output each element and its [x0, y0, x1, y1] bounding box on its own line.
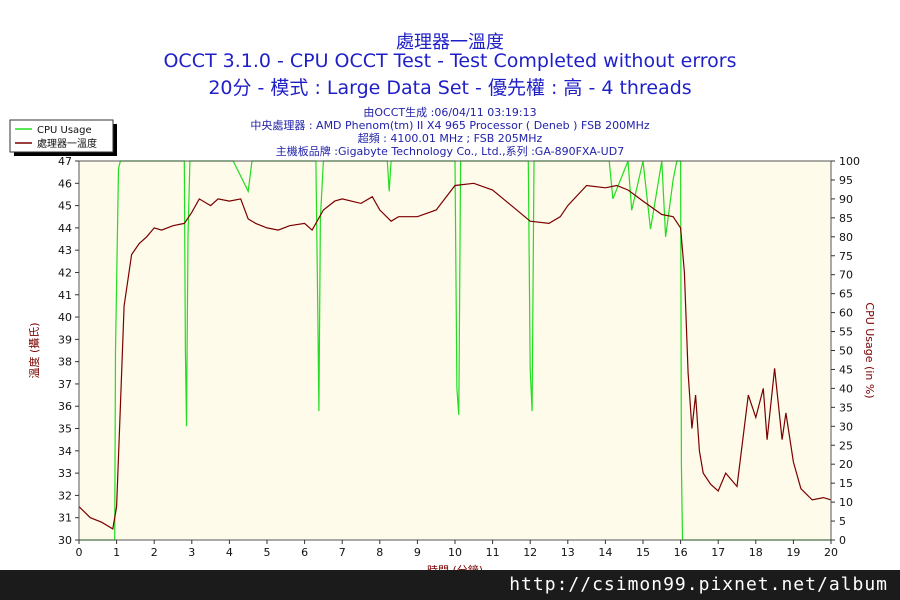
x-tick-label: 6 — [301, 546, 308, 559]
chart-title-line-1: 處理器一溫度 — [396, 32, 504, 53]
x-tick-label: 2 — [151, 546, 158, 559]
x-tick-label: 4 — [226, 546, 233, 559]
right-axis: 0 5 10 15 20 25 30 35 40 45 50 55 60 65 70 75 80 85 90 95 10… — [831, 155, 876, 547]
left-tick-label: 40 — [58, 311, 72, 324]
x-tick-label: 0 — [76, 546, 83, 559]
x-tick-label: 14 — [598, 546, 612, 559]
series-layer — [78, 160, 832, 541]
left-tick-label: 41 — [58, 289, 72, 302]
right-tick-label: 85 — [839, 212, 853, 225]
right-tick-label: 25 — [839, 439, 853, 452]
x-tick-label: 17 — [711, 546, 725, 559]
right-tick-label: 95 — [839, 174, 853, 187]
left-tick-label: 37 — [58, 378, 72, 391]
legend-label-2: 處理器一溫度 — [37, 137, 97, 150]
right-tick-label: 60 — [839, 307, 853, 320]
generated-info: 由OCCT生成 :06/04/11 03:19:13 — [363, 106, 537, 119]
x-tick-label: 7 — [339, 546, 346, 559]
series-line-1 — [79, 160, 831, 541]
right-tick-label: 70 — [839, 269, 853, 282]
left-tick-label: 38 — [58, 356, 72, 369]
left-tick-label: 32 — [58, 489, 72, 502]
left-tick-label: 39 — [58, 333, 72, 346]
left-tick-label: 33 — [58, 467, 72, 480]
right-tick-label: 45 — [839, 363, 853, 376]
right-tick-label: 5 — [839, 515, 846, 528]
right-tick-label: 40 — [839, 382, 853, 395]
x-tick-label: 10 — [448, 546, 462, 559]
left-tick-label: 31 — [58, 512, 72, 525]
chart-title-line-2: OCCT 3.1.0 - CPU OCCT Test - Test Comple… — [163, 50, 737, 72]
x-tick-label: 19 — [786, 546, 800, 559]
right-tick-label: 30 — [839, 420, 853, 433]
left-tick-label: 35 — [58, 423, 72, 436]
right-tick-label: 65 — [839, 288, 853, 301]
right-tick-label: 80 — [839, 231, 853, 244]
left-tick-label: 44 — [58, 222, 72, 235]
x-tick-label: 12 — [523, 546, 537, 559]
x-axis: 01234567891011121314151617181920時間 (分鐘) — [76, 540, 838, 577]
cpu-info: 中央處理器 : AMD Phenom(tm) II X4 965 Process… — [250, 119, 650, 132]
left-tick-label: 43 — [58, 244, 72, 257]
series-line-2 — [78, 182, 832, 530]
x-tick-label: 5 — [264, 546, 271, 559]
x-tick-label: 11 — [486, 546, 500, 559]
motherboard-info: 主機板品牌 :Gigabyte Technology Co., Ltd.,系列 … — [275, 145, 625, 158]
x-tick-label: 9 — [414, 546, 421, 559]
right-axis-label: CPU Usage (in %) — [863, 302, 876, 398]
x-tick-label: 16 — [674, 546, 688, 559]
x-tick-label: 18 — [749, 546, 763, 559]
left-tick-label: 34 — [58, 445, 72, 458]
watermark-bar: http://csimon99.pixnet.net/album — [0, 570, 900, 600]
x-tick-label: 1 — [113, 546, 120, 559]
x-tick-label: 15 — [636, 546, 650, 559]
left-tick-label: 36 — [58, 400, 72, 413]
right-tick-label: 90 — [839, 193, 853, 206]
left-tick-label: 46 — [58, 177, 72, 190]
x-tick-label: 13 — [561, 546, 575, 559]
left-axis: 30 31 32 33 34 35 36 37 38 39 40 41 42 43 44 45 46 47 溫度 (… — [27, 155, 79, 547]
left-tick-label: 47 — [58, 155, 72, 168]
right-tick-label: 15 — [839, 477, 853, 490]
legend-box — [9, 119, 114, 153]
right-tick-label: 55 — [839, 326, 853, 339]
right-tick-label: 50 — [839, 345, 853, 358]
left-tick-label: 45 — [58, 200, 72, 213]
right-tick-label: 10 — [839, 496, 853, 509]
right-tick-label: 35 — [839, 401, 853, 414]
legend-label-1: CPU Usage — [37, 125, 92, 136]
left-tick-label: 30 — [58, 534, 72, 547]
right-tick-label: 20 — [839, 458, 853, 471]
right-tick-label: 100 — [839, 155, 860, 168]
right-tick-label: 0 — [839, 534, 846, 547]
chart-title-line-3: 20分 - 模式 : Large Data Set - 優先權 : 高 - 4 … — [208, 77, 692, 99]
left-tick-label: 42 — [58, 266, 72, 279]
left-axis-label: 溫度 (攝氏) — [27, 322, 41, 378]
x-tick-label: 20 — [824, 546, 838, 559]
x-tick-label: 8 — [376, 546, 383, 559]
right-tick-label: 75 — [839, 250, 853, 263]
watermark-text: http://csimon99.pixnet.net/album — [509, 574, 888, 595]
clock-info: 超頻 : 4100.01 MHz ; FSB 205MHz — [357, 132, 543, 145]
x-tick-label: 3 — [188, 546, 195, 559]
